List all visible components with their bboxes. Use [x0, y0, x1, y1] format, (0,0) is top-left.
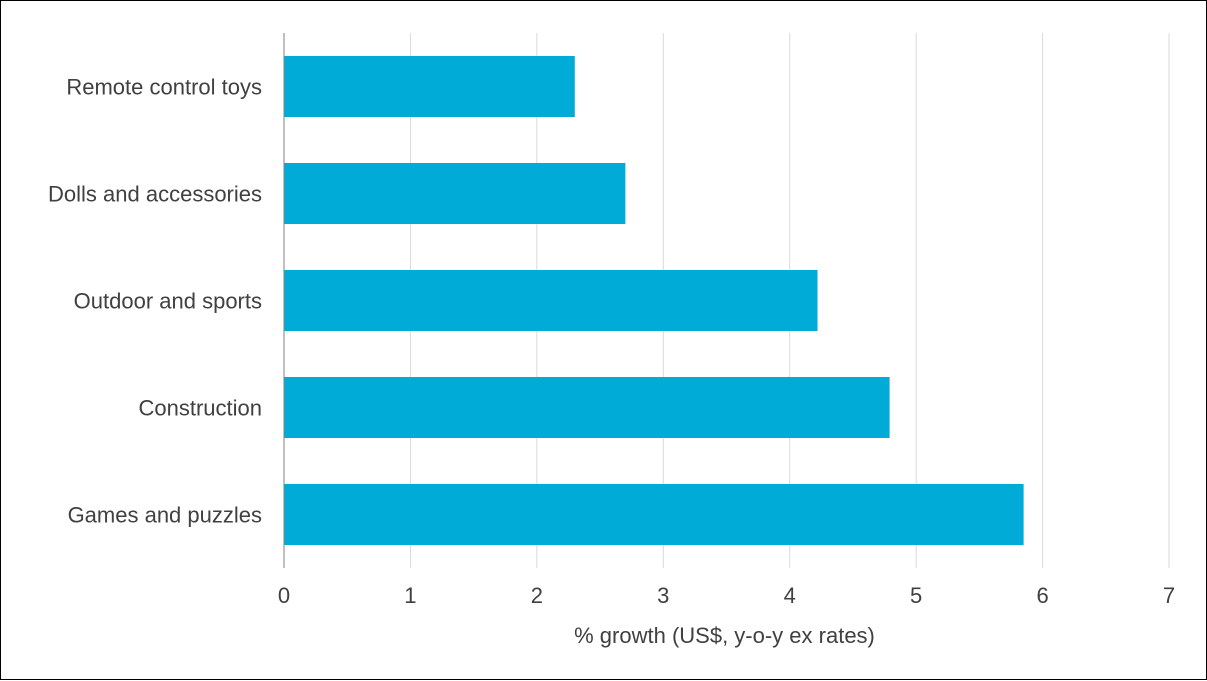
x-tick-label: 7	[1163, 583, 1175, 608]
category-label: Remote control toys	[66, 75, 262, 100]
bar	[284, 270, 818, 331]
x-tick-label: 6	[1036, 583, 1048, 608]
category-label: Games and puzzles	[68, 503, 262, 528]
category-label: Construction	[138, 396, 262, 421]
x-tick-labels: 0 1 2 3 4 5 6 7	[278, 583, 1175, 608]
x-tick-label: 3	[657, 583, 669, 608]
x-tick-label: 0	[278, 583, 290, 608]
category-labels: Remote control toys Dolls and accessories…	[48, 75, 262, 528]
x-tick-label: 1	[404, 583, 416, 608]
category-label: Outdoor and sports	[74, 289, 262, 314]
x-tick-label: 4	[784, 583, 796, 608]
category-label: Dolls and accessories	[48, 182, 262, 207]
x-tick-label: 2	[531, 583, 543, 608]
x-tick-label: 5	[910, 583, 922, 608]
x-axis-title: % growth (US$, y-o-y ex rates)	[574, 623, 875, 648]
bar	[284, 484, 1024, 545]
bar	[284, 377, 890, 438]
bar	[284, 56, 575, 117]
bars	[284, 56, 1024, 545]
bar	[284, 163, 626, 224]
